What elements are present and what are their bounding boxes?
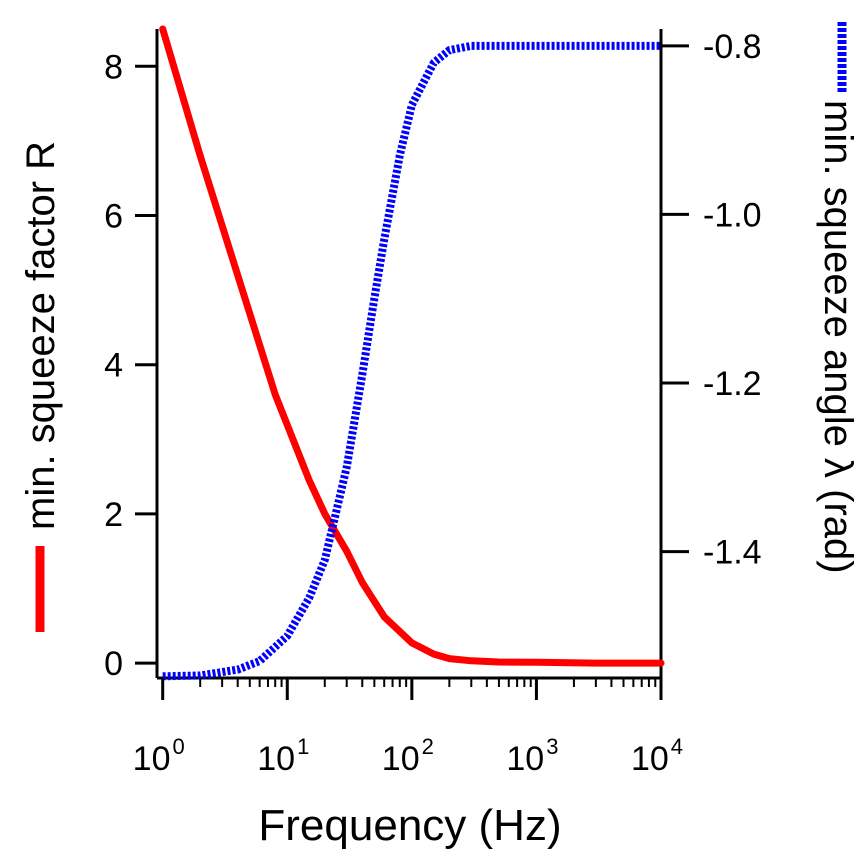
axes	[155, 29, 663, 680]
x-tick-label: 102	[382, 734, 434, 778]
x-tick-label: 103	[506, 734, 558, 778]
y-right-tick-label: -1.4	[703, 534, 762, 572]
x-tick-label: 104	[631, 734, 683, 778]
y-left-tick-label: 8	[104, 48, 123, 86]
y-left-tick-label: 6	[104, 197, 123, 235]
labels-layer: Frequency (Hz) min. squeeze factor R min. …	[19, 22, 860, 849]
series-layer	[159, 25, 665, 681]
y-right-tick-label: -0.8	[703, 28, 762, 66]
squeeze-factor-line	[159, 25, 665, 667]
y-right-tick-label: -1.2	[703, 365, 762, 403]
y-right-tick-label: -1.0	[703, 196, 762, 234]
squeeze-angle-line	[162, 41, 661, 681]
y-left-tick-label: 4	[104, 347, 123, 385]
y-left-axis-title: min. squeeze factor R	[19, 141, 63, 530]
y-left-tick-label: 2	[104, 496, 123, 534]
y-right-axis-title: min. squeeze angle λ (rad)	[816, 100, 860, 574]
x-tick-label: 101	[257, 734, 309, 778]
y-left-tick-label: 0	[104, 645, 123, 683]
x-tick-label: 100	[133, 734, 185, 778]
x-axis-title: Frequency (Hz)	[258, 801, 561, 849]
